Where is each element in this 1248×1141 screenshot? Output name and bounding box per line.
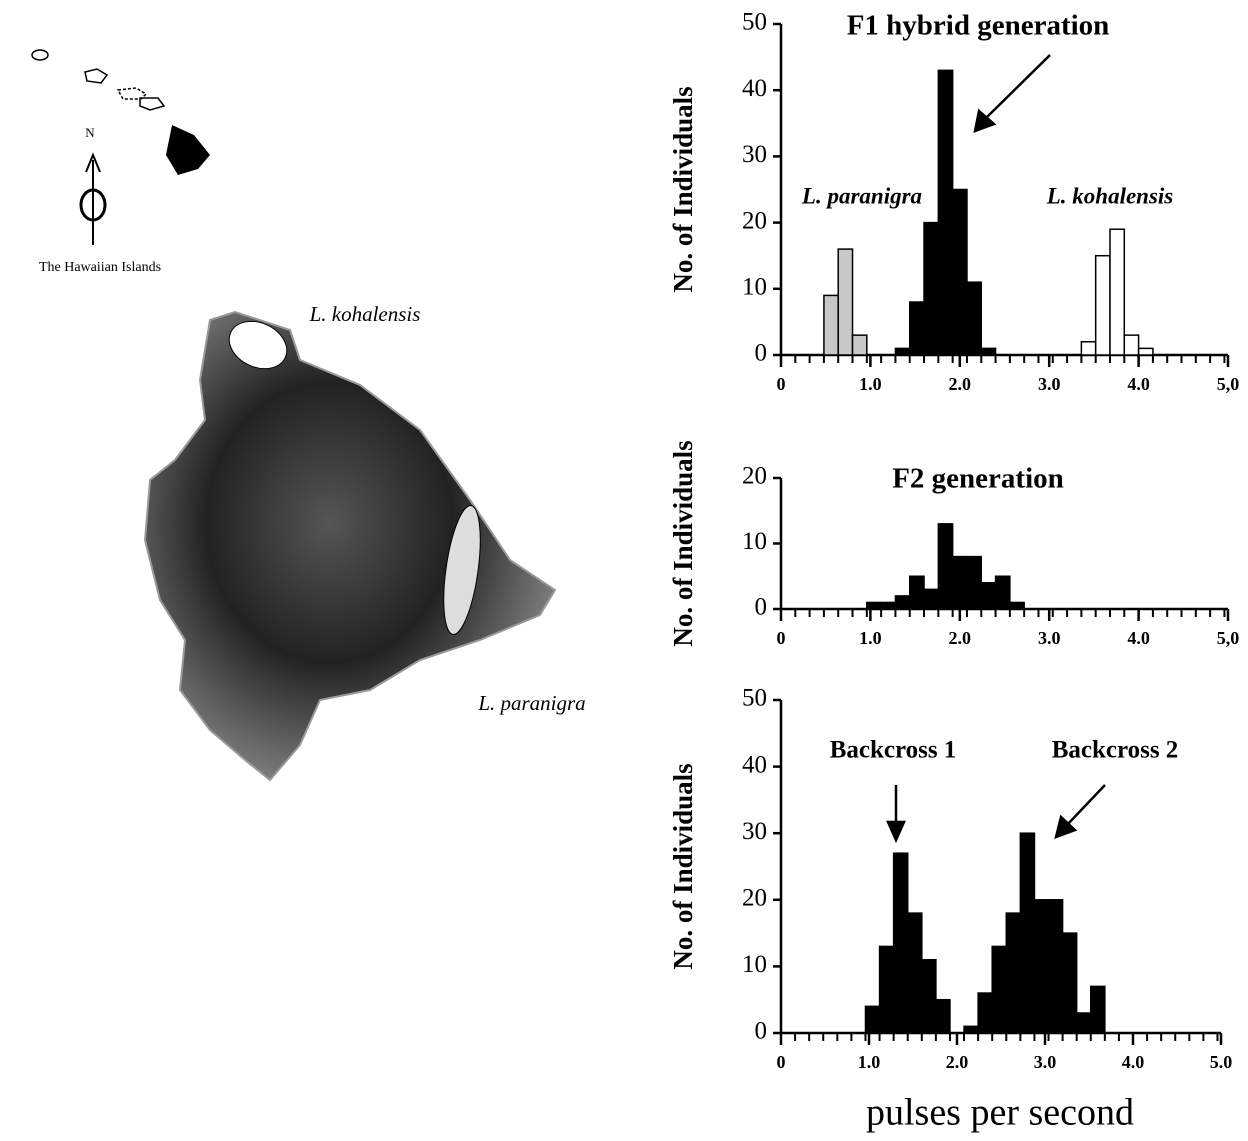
y-axis-label: No. of Individuals bbox=[668, 440, 698, 646]
bar bbox=[853, 335, 867, 355]
x-tick-label: 0 bbox=[777, 374, 786, 394]
x-tick-label: 2.0 bbox=[946, 1052, 969, 1072]
bar bbox=[1063, 933, 1077, 1033]
map-label: L. paranigra bbox=[477, 691, 585, 715]
bar bbox=[992, 946, 1006, 1033]
x-tick-label: 5.0 bbox=[1210, 1052, 1233, 1072]
x-tick-label: 4.0 bbox=[1122, 1052, 1145, 1072]
bar bbox=[1077, 1013, 1091, 1033]
map-caption: The Hawaiian Islands bbox=[39, 260, 161, 275]
x-tick-label: 1.0 bbox=[858, 1052, 881, 1072]
x-tick-label: 5,0 bbox=[1217, 374, 1240, 394]
bar bbox=[936, 1000, 950, 1033]
island bbox=[140, 98, 164, 110]
bar bbox=[838, 249, 852, 355]
bar bbox=[1091, 986, 1105, 1033]
bar bbox=[1049, 900, 1063, 1033]
y-tick-label: 40 bbox=[742, 75, 767, 102]
map-label: L. kohalensis bbox=[309, 302, 421, 326]
bar bbox=[981, 583, 995, 609]
bar bbox=[1020, 833, 1034, 1033]
bar bbox=[964, 1026, 978, 1033]
bar bbox=[824, 295, 838, 355]
figure: N The Hawaiian Islands L. kohalensis L. … bbox=[0, 0, 1248, 1141]
chart-title: F1 hybrid generation bbox=[847, 10, 1110, 42]
bar bbox=[1139, 348, 1153, 355]
bar bbox=[894, 853, 908, 1033]
annotation: Backcross 2 bbox=[1052, 737, 1179, 764]
bar bbox=[978, 993, 992, 1033]
y-axis-label: No. of Individuals bbox=[668, 763, 698, 969]
x-tick-label: 4.0 bbox=[1127, 628, 1150, 648]
y-tick-label: 20 bbox=[742, 207, 767, 234]
bar bbox=[908, 913, 922, 1033]
y-tick-label: 0 bbox=[755, 340, 768, 367]
x-tick-label: 2.0 bbox=[949, 628, 972, 648]
y-tick-label: 50 bbox=[742, 685, 767, 712]
bar bbox=[996, 576, 1010, 609]
x-tick-label: 3.0 bbox=[1038, 374, 1061, 394]
x-tick-label: 2.0 bbox=[949, 374, 972, 394]
bar bbox=[910, 302, 924, 355]
bar bbox=[938, 70, 952, 355]
map: N The Hawaiian Islands L. kohalensis L. … bbox=[32, 50, 586, 780]
bar bbox=[967, 282, 981, 355]
chart-title: F2 generation bbox=[892, 463, 1064, 495]
x-tick-label: 4.0 bbox=[1127, 374, 1150, 394]
y-tick-label: 20 bbox=[742, 885, 767, 912]
bar bbox=[1096, 256, 1110, 355]
bar bbox=[1110, 229, 1124, 355]
bar bbox=[938, 524, 952, 609]
series-label: L. paranigra bbox=[801, 183, 922, 208]
bar bbox=[881, 602, 895, 609]
bar bbox=[1034, 900, 1048, 1033]
bar bbox=[967, 557, 981, 609]
x-tick-label: 1.0 bbox=[859, 374, 882, 394]
y-tick-label: 40 bbox=[742, 751, 767, 778]
y-tick-label: 30 bbox=[742, 818, 767, 845]
y-tick-label: 50 bbox=[742, 9, 767, 36]
x-axis-label: pulses per second bbox=[866, 1092, 1134, 1134]
bar bbox=[910, 576, 924, 609]
y-axis-label: No. of Individuals bbox=[668, 86, 698, 292]
bar bbox=[1010, 602, 1024, 609]
bar bbox=[895, 348, 909, 355]
y-tick-label: 0 bbox=[755, 594, 768, 621]
island-hawaii bbox=[166, 125, 210, 175]
arrow bbox=[1066, 785, 1105, 826]
x-tick-label: 3.0 bbox=[1034, 1052, 1057, 1072]
y-tick-label: 30 bbox=[742, 141, 767, 168]
bar bbox=[953, 557, 967, 609]
x-tick-label: 0 bbox=[777, 1052, 786, 1072]
bar bbox=[1081, 342, 1095, 355]
north-label: N bbox=[85, 125, 95, 140]
x-tick-label: 0 bbox=[777, 628, 786, 648]
bar bbox=[981, 348, 995, 355]
annotation: Backcross 1 bbox=[830, 737, 957, 764]
y-tick-label: 10 bbox=[742, 274, 767, 301]
bar bbox=[880, 946, 894, 1033]
bar bbox=[1124, 335, 1138, 355]
bar bbox=[1006, 913, 1020, 1033]
bar bbox=[922, 960, 936, 1033]
x-tick-label: 3.0 bbox=[1038, 628, 1061, 648]
y-tick-label: 0 bbox=[755, 1018, 768, 1045]
x-tick-label: 5,0 bbox=[1217, 628, 1240, 648]
bar bbox=[895, 596, 909, 609]
bar bbox=[953, 190, 967, 356]
bar bbox=[924, 589, 938, 609]
arrow bbox=[984, 55, 1050, 120]
bar bbox=[867, 602, 881, 609]
x-tick-label: 1.0 bbox=[859, 628, 882, 648]
island bbox=[32, 50, 48, 60]
arrows bbox=[888, 55, 1105, 840]
island bbox=[85, 69, 107, 83]
bar bbox=[865, 1006, 879, 1033]
bar bbox=[924, 223, 938, 355]
y-tick-label: 10 bbox=[742, 951, 767, 978]
y-tick-label: 10 bbox=[742, 528, 767, 555]
arrow-head bbox=[888, 822, 904, 840]
y-tick-label: 20 bbox=[742, 463, 767, 490]
series-label: L. kohalensis bbox=[1046, 183, 1174, 208]
